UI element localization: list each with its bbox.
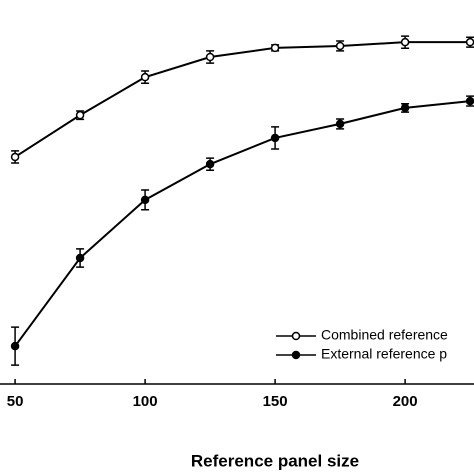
marker bbox=[465, 37, 474, 47]
marker bbox=[205, 52, 215, 62]
legend-marker bbox=[291, 331, 301, 341]
marker bbox=[140, 72, 150, 82]
x-tick-label: 100 bbox=[133, 393, 158, 410]
marker bbox=[335, 119, 345, 129]
x-tick-label: 150 bbox=[263, 393, 288, 410]
legend-marker bbox=[291, 350, 301, 360]
x-tick-label: 50 bbox=[7, 393, 24, 410]
marker bbox=[10, 152, 20, 162]
marker bbox=[270, 133, 280, 143]
marker bbox=[10, 341, 20, 351]
legend-label: Combined reference bbox=[321, 327, 448, 343]
marker bbox=[205, 159, 215, 169]
marker bbox=[465, 96, 474, 106]
marker bbox=[400, 37, 410, 47]
series-line bbox=[14, 100, 471, 347]
series-line bbox=[14, 41, 471, 158]
marker bbox=[335, 41, 345, 51]
x-axis-title: Reference panel size bbox=[191, 451, 359, 470]
marker bbox=[75, 253, 85, 263]
marker bbox=[270, 43, 280, 53]
x-tick-label: 200 bbox=[393, 393, 418, 410]
marker bbox=[400, 103, 410, 113]
marker bbox=[75, 110, 85, 120]
legend-label: External reference p bbox=[321, 346, 447, 362]
marker bbox=[140, 195, 150, 205]
